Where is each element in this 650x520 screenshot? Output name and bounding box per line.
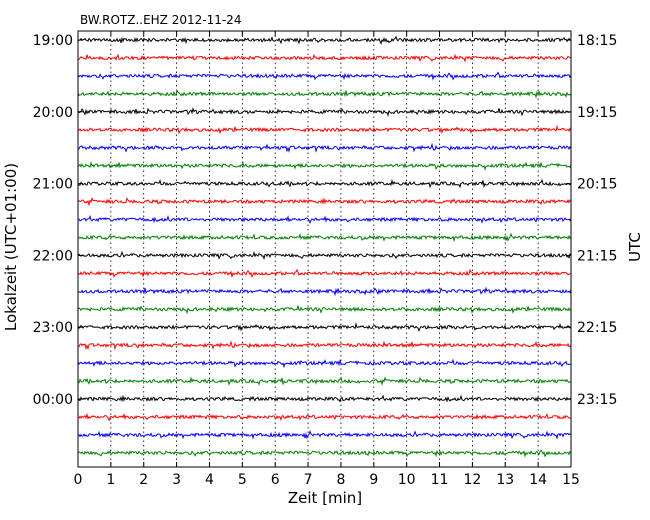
trace-line bbox=[77, 35, 572, 45]
trace-line bbox=[77, 232, 572, 243]
trace-line bbox=[77, 107, 572, 117]
trace-line bbox=[77, 268, 572, 279]
right-y-tick-label: 23:15 bbox=[577, 392, 617, 408]
left-axis-ticks: 19:00 20:00 21:00 22:00 23:00 00:00 bbox=[33, 33, 83, 408]
chart-title: BW.ROTZ..EHZ 2012-11-24 bbox=[80, 13, 241, 27]
x-tick-label: 10 bbox=[398, 472, 416, 488]
trace-line bbox=[77, 142, 572, 153]
plot-frame bbox=[77, 30, 572, 468]
trace-line bbox=[77, 161, 572, 171]
minute-grid bbox=[110, 31, 539, 467]
seismogram-traces bbox=[77, 35, 572, 458]
trace-line bbox=[77, 71, 572, 81]
right-y-tick-label: 18:15 bbox=[577, 33, 617, 49]
x-tick-label: 3 bbox=[172, 472, 181, 488]
right-y-axis-label: UTC bbox=[626, 232, 644, 262]
left-y-tick-label: 19:00 bbox=[33, 33, 73, 49]
left-y-tick-label: 21:00 bbox=[33, 177, 73, 193]
trace-line bbox=[77, 449, 572, 458]
x-tick-label: 15 bbox=[562, 472, 580, 488]
trace-line bbox=[77, 197, 572, 207]
left-y-tick-label: 23:00 bbox=[33, 320, 73, 336]
trace-line bbox=[77, 178, 572, 189]
x-tick-label: 4 bbox=[205, 472, 214, 488]
trace-line bbox=[77, 376, 572, 386]
trace-line bbox=[77, 305, 572, 315]
right-y-tick-label: 22:15 bbox=[577, 320, 617, 336]
trace-line bbox=[77, 394, 572, 403]
x-tick-label: 7 bbox=[304, 472, 313, 488]
x-tick-label: 1 bbox=[106, 472, 115, 488]
x-tick-label: 13 bbox=[496, 472, 514, 488]
trace-line bbox=[77, 340, 572, 351]
trace-line bbox=[77, 214, 572, 225]
trace-line bbox=[77, 124, 572, 135]
right-y-tick-label: 20:15 bbox=[577, 177, 617, 193]
x-tick-label: 12 bbox=[463, 472, 481, 488]
left-y-axis-label: Lokalzeit (UTC+01:00) bbox=[2, 163, 20, 331]
x-tick-label: 11 bbox=[431, 472, 449, 488]
x-tick-label: 9 bbox=[369, 472, 378, 488]
trace-line bbox=[77, 358, 572, 369]
x-tick-label: 2 bbox=[139, 472, 148, 488]
x-tick-label: 8 bbox=[336, 472, 345, 488]
x-axis-label: Zeit [min] bbox=[288, 489, 362, 507]
x-tick-label: 0 bbox=[74, 472, 83, 488]
left-y-tick-label: 00:00 bbox=[33, 392, 73, 408]
x-axis-ticks: 0 1 2 3 4 5 6 7 8 9 10 11 12 13 14 15 bbox=[74, 31, 580, 488]
trace-line bbox=[77, 322, 572, 333]
right-axis-ticks: 18:15 19:15 20:15 21:15 22:15 23:15 bbox=[566, 33, 617, 408]
trace-line bbox=[77, 53, 572, 63]
trace-line bbox=[77, 412, 572, 422]
trace-line bbox=[77, 429, 572, 440]
x-tick-label: 5 bbox=[238, 472, 247, 488]
x-tick-label: 14 bbox=[529, 472, 547, 488]
right-y-tick-label: 19:15 bbox=[577, 105, 617, 121]
right-y-tick-label: 21:15 bbox=[577, 248, 617, 264]
trace-line bbox=[77, 89, 572, 99]
trace-line bbox=[77, 286, 572, 297]
left-y-tick-label: 20:00 bbox=[33, 105, 73, 121]
x-tick-label: 6 bbox=[271, 472, 280, 488]
left-y-tick-label: 22:00 bbox=[33, 248, 73, 264]
trace-line bbox=[77, 250, 572, 261]
